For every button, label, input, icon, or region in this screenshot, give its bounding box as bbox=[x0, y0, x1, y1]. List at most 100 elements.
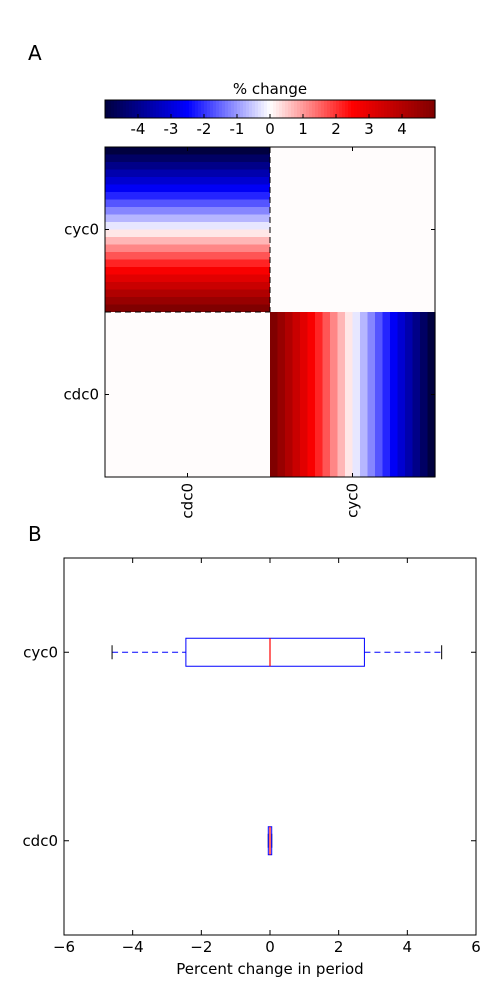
heatmap-band bbox=[420, 312, 429, 477]
heatmap-band bbox=[105, 267, 270, 276]
colorbar-strip bbox=[153, 100, 157, 118]
colorbar-strip bbox=[246, 100, 250, 118]
colorbar-tick-label: 3 bbox=[364, 120, 374, 138]
colorbar-strip bbox=[159, 100, 163, 118]
colorbar-strip bbox=[363, 100, 367, 118]
colorbar-strip bbox=[186, 100, 190, 118]
heatmap-band bbox=[105, 289, 270, 298]
colorbar-strip bbox=[117, 100, 121, 118]
colorbar-strip bbox=[222, 100, 226, 118]
colorbar-strip bbox=[255, 100, 259, 118]
colorbar-strip bbox=[171, 100, 175, 118]
heatmap-band bbox=[105, 304, 270, 313]
colorbar-strip bbox=[129, 100, 133, 118]
colorbar-strip bbox=[348, 100, 352, 118]
colorbar-strip bbox=[387, 100, 391, 118]
heatmap-band bbox=[105, 237, 270, 246]
heatmap-band bbox=[105, 192, 270, 201]
colorbar-ticks: -4 -3 -2 -1 0 1 2 3 4 bbox=[131, 114, 407, 138]
colorbar-strip bbox=[114, 100, 118, 118]
colorbar-strip bbox=[417, 100, 421, 118]
colorbar-strip bbox=[165, 100, 169, 118]
heatmap-band bbox=[105, 222, 270, 231]
x-tick-label: −4 bbox=[122, 938, 144, 956]
colorbar-strip bbox=[342, 100, 346, 118]
heatmap-band bbox=[292, 312, 301, 477]
colorbar-strip bbox=[237, 100, 241, 118]
colorbar-strip bbox=[261, 100, 265, 118]
heatmap-axis-labels: cyc0 cdc0 cdc0 cyc0 bbox=[63, 147, 435, 519]
colorbar-strip bbox=[330, 100, 334, 118]
colorbar-strip bbox=[219, 100, 223, 118]
colorbar-strip bbox=[426, 100, 430, 118]
colorbar-strip bbox=[312, 100, 316, 118]
x-tick-label: 4 bbox=[403, 938, 413, 956]
colorbar-strip bbox=[183, 100, 187, 118]
x-tick-label: 2 bbox=[334, 938, 344, 956]
colorbar-strip bbox=[207, 100, 211, 118]
y-tick-label: cyc0 bbox=[23, 643, 58, 661]
heatmap-band bbox=[345, 312, 354, 477]
heatmap-band bbox=[105, 297, 270, 306]
colorbar-strip bbox=[390, 100, 394, 118]
colorbar-strip bbox=[420, 100, 424, 118]
colorbar-label: % change bbox=[233, 80, 307, 98]
colorbar-strip bbox=[375, 100, 379, 118]
heatmap-band bbox=[330, 312, 339, 477]
colorbar-strip bbox=[300, 100, 304, 118]
x-tick-label: 0 bbox=[265, 938, 275, 956]
colorbar-strip bbox=[234, 100, 238, 118]
colorbar-strip bbox=[126, 100, 130, 118]
boxplot-marks bbox=[111, 637, 443, 856]
colorbar-strip bbox=[372, 100, 376, 118]
heatmap-frame bbox=[104, 146, 436, 478]
colorbar-strip bbox=[243, 100, 247, 118]
colorbar-strip bbox=[267, 100, 271, 118]
colorbar-strip bbox=[321, 100, 325, 118]
colorbar-strip bbox=[168, 100, 172, 118]
colorbar-tick-label: 0 bbox=[265, 120, 275, 138]
colorbar-strip bbox=[369, 100, 373, 118]
colorbar-strip bbox=[297, 100, 301, 118]
heatmap-band bbox=[412, 312, 421, 477]
box-cdc0 bbox=[267, 826, 273, 856]
colorbar-strip bbox=[318, 100, 322, 118]
heatmap-band bbox=[375, 312, 384, 477]
colorbar-strip bbox=[132, 100, 136, 118]
heatmap-col-label: cdc0 bbox=[179, 483, 197, 519]
heatmap-row-label: cdc0 bbox=[63, 386, 99, 404]
heatmap-band bbox=[390, 312, 399, 477]
colorbar-strip bbox=[108, 100, 112, 118]
colorbar-strip bbox=[111, 100, 115, 118]
colorbar-strip bbox=[213, 100, 217, 118]
heatmap-band bbox=[405, 312, 414, 477]
colorbar-strip bbox=[273, 100, 277, 118]
heatmap-band bbox=[105, 274, 270, 283]
heatmap-band bbox=[105, 199, 270, 208]
colorbar-strip bbox=[333, 100, 337, 118]
heatmap-band bbox=[397, 312, 406, 477]
colorbar-strip bbox=[393, 100, 397, 118]
heatmap-band bbox=[315, 312, 324, 477]
colorbar-strip bbox=[198, 100, 202, 118]
colorbar-strip bbox=[357, 100, 361, 118]
colorbar-strip bbox=[144, 100, 148, 118]
colorbar-strip bbox=[162, 100, 166, 118]
colorbar-strip bbox=[177, 100, 181, 118]
colorbar-strip bbox=[231, 100, 235, 118]
colorbar-strip bbox=[210, 100, 214, 118]
heatmap-band bbox=[105, 169, 270, 178]
colorbar-strip bbox=[150, 100, 154, 118]
x-tick-label: 6 bbox=[471, 938, 481, 956]
colorbar-strip bbox=[288, 100, 292, 118]
heatmap-band bbox=[285, 312, 294, 477]
heatmap-band bbox=[105, 282, 270, 291]
colorbar-tick-label: 2 bbox=[331, 120, 341, 138]
colorbar-strip bbox=[291, 100, 295, 118]
heatmap-band bbox=[105, 244, 270, 253]
colorbar-strip bbox=[216, 100, 220, 118]
colorbar-strip bbox=[201, 100, 205, 118]
colorbar-strip bbox=[120, 100, 124, 118]
colorbar-strip bbox=[366, 100, 370, 118]
heatmap-band bbox=[360, 312, 369, 477]
